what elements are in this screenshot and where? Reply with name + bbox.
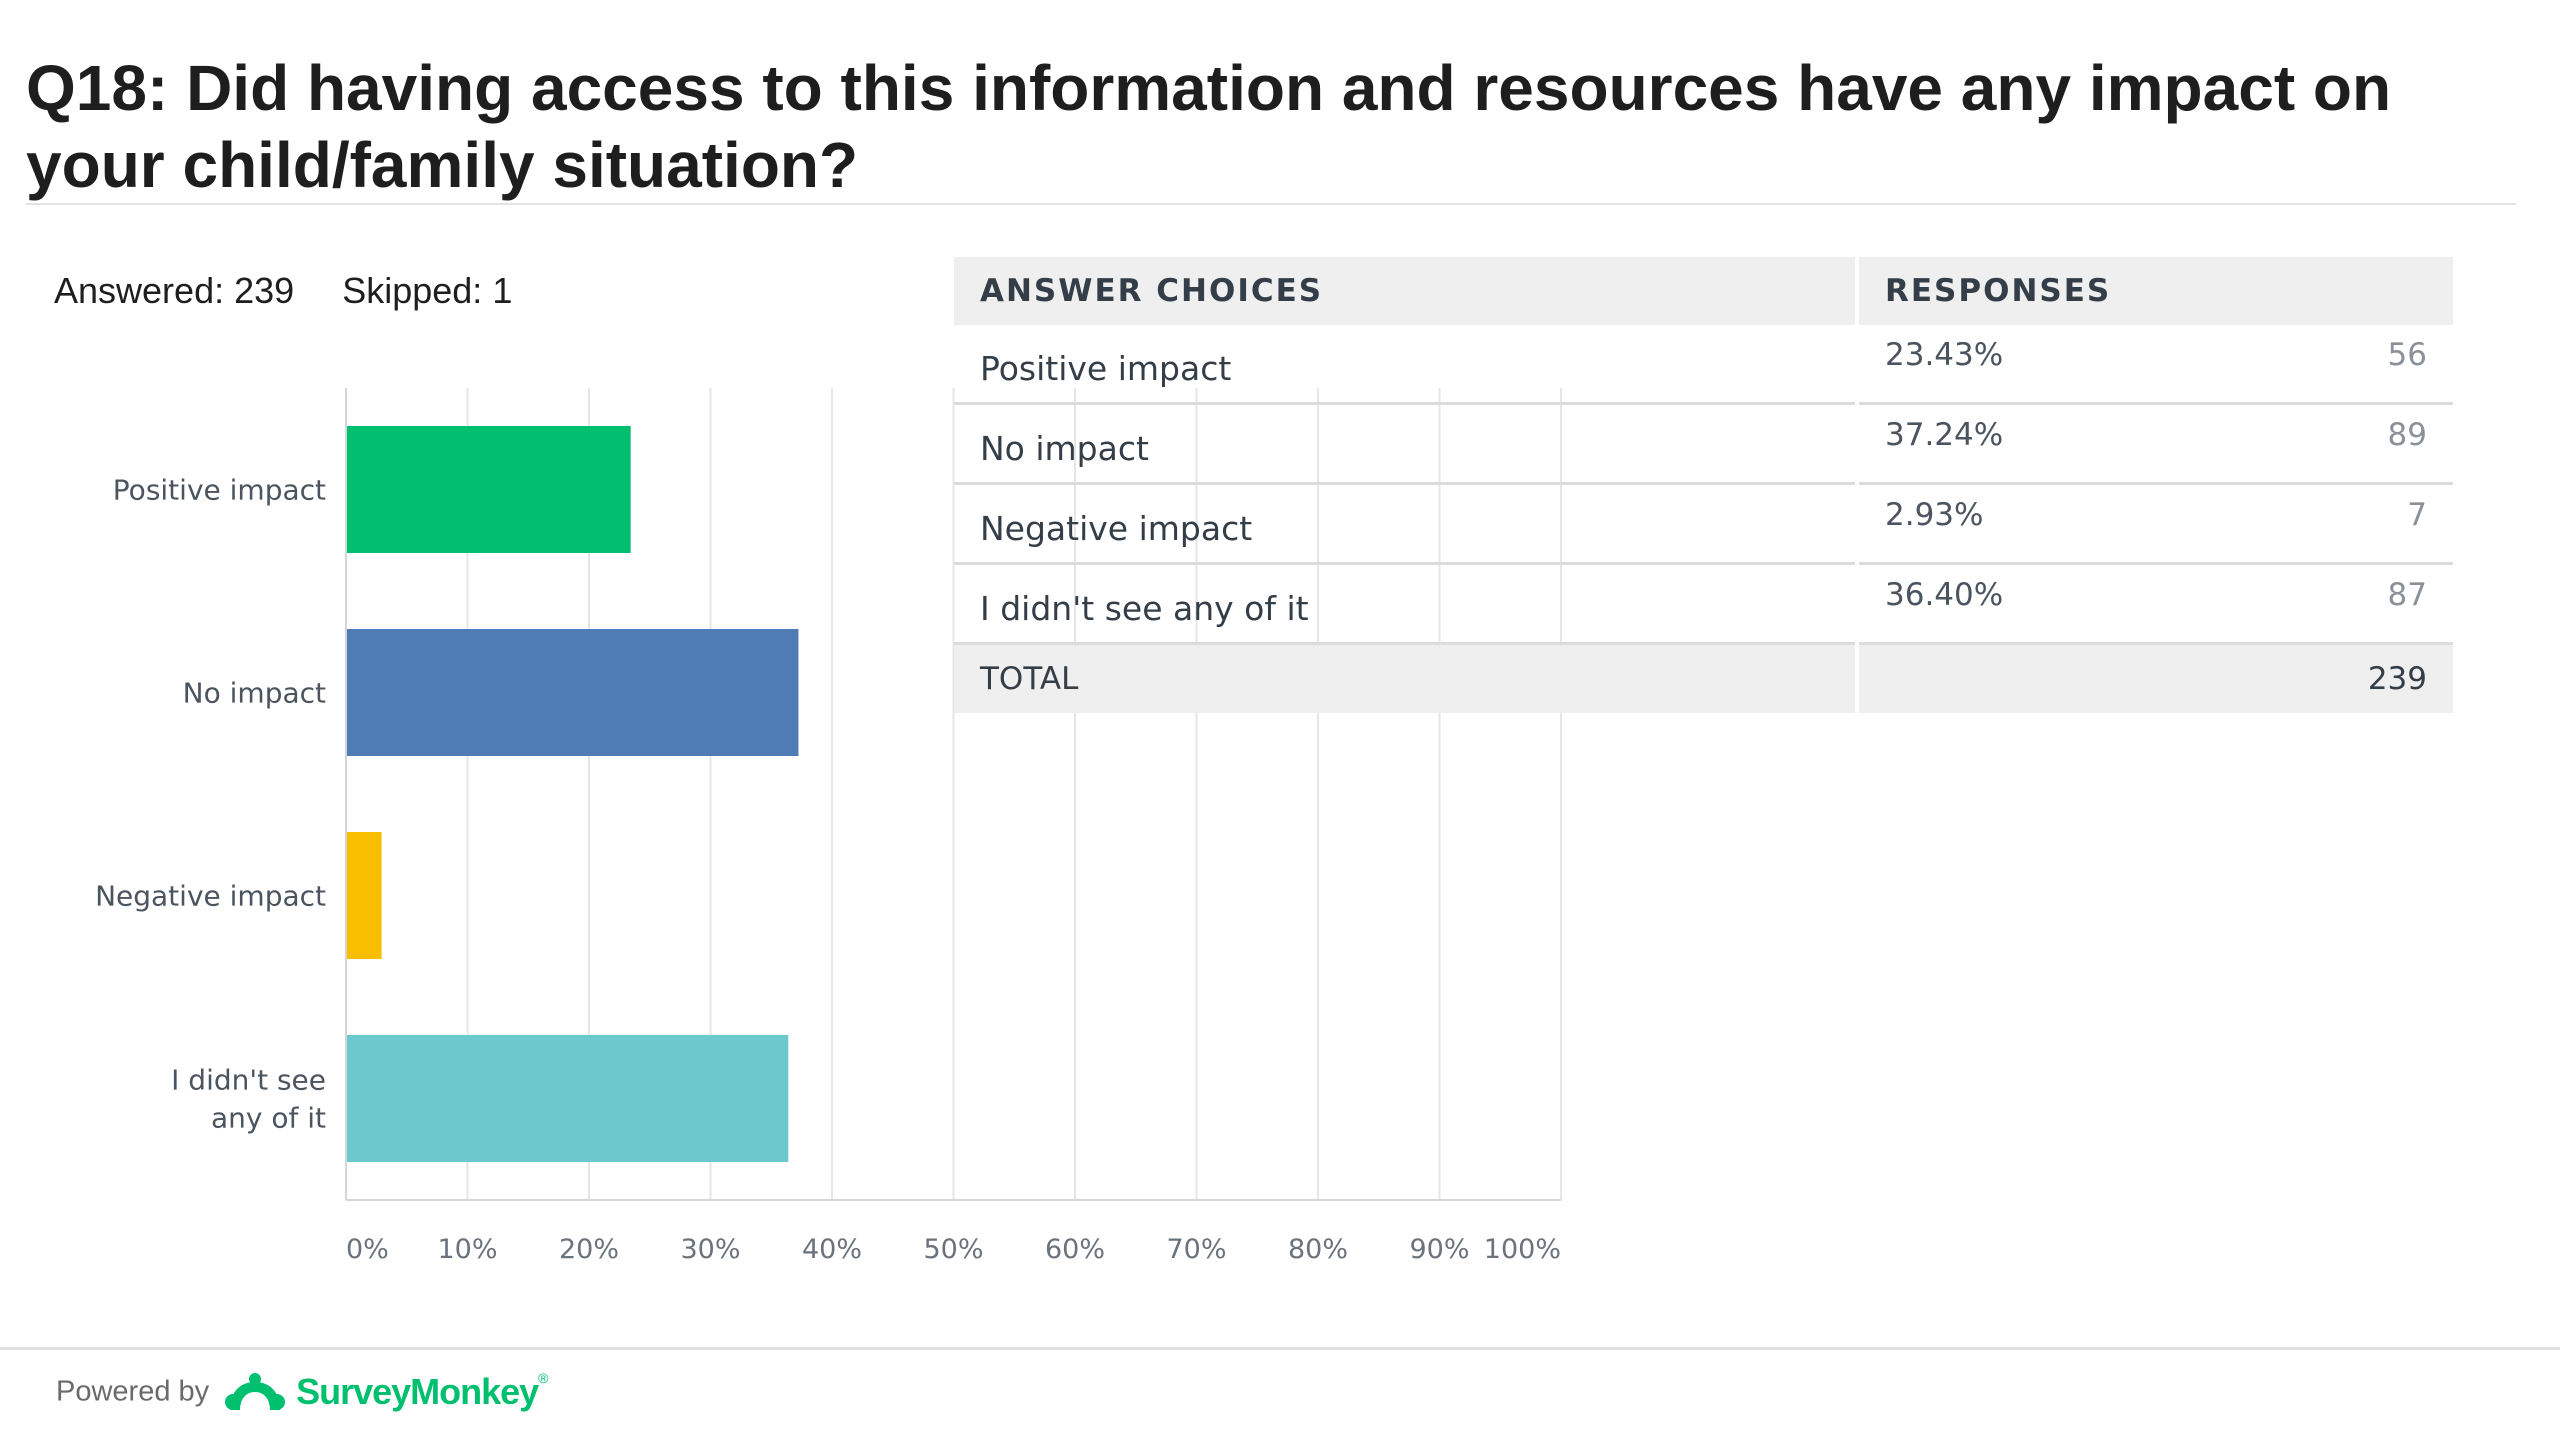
answer-choice: Negative impact	[954, 483, 1857, 565]
skipped-label: Skipped:	[342, 270, 483, 311]
response-summary: Answered: 239 Skipped: 1	[54, 270, 512, 312]
answer-choices-header: ANSWER CHOICES	[954, 257, 1859, 325]
response-cell: 23.43% 56	[1855, 325, 2453, 405]
powered-by-text: Powered by	[56, 1375, 210, 1408]
response-cell: 2.93% 7	[1855, 483, 2453, 565]
bar	[347, 426, 631, 553]
category-label: Negative impact	[95, 880, 326, 913]
answer-choice: I didn't see any of it	[954, 563, 1857, 645]
response-count: 56	[2387, 337, 2427, 373]
answered-count: 239	[234, 270, 295, 311]
category-label: any of it	[211, 1102, 326, 1135]
response-table: ANSWER CHOICES RESPONSES Positive impact…	[954, 257, 2453, 713]
response-cell: 36.40% 87	[1855, 563, 2453, 645]
category-label: No impact	[183, 677, 326, 710]
x-tick-label: 60%	[1045, 1234, 1105, 1265]
x-tick-label: 10%	[437, 1234, 497, 1265]
answered-label: Answered:	[54, 270, 225, 311]
response-percent: 23.43%	[1885, 337, 2004, 373]
x-tick-label: 30%	[680, 1234, 740, 1265]
x-tick-label: 40%	[802, 1234, 862, 1265]
bar	[347, 832, 382, 959]
bar-chart: 0% 10% 20% 30% 40% 50% 60% 70% 80% 90% 100% Positiv…	[95, 388, 1562, 1265]
total-row: TOTAL 239	[954, 643, 2453, 713]
responses-header: RESPONSES	[1857, 257, 2453, 325]
x-tick-label: 0%	[346, 1234, 389, 1265]
category-label: I didn't see	[171, 1064, 326, 1097]
surveymonkey-logo-icon	[224, 1373, 285, 1410]
page-title: Q18: Did having access to this informati…	[26, 52, 2392, 201]
total-cell: 239	[1855, 643, 2453, 713]
response-count: 89	[2387, 417, 2427, 453]
total-count: 239	[2367, 661, 2427, 697]
response-percent: 37.24%	[1885, 417, 2004, 453]
x-tick-label: 20%	[559, 1234, 619, 1265]
table-row: No impact 37.24% 89	[954, 403, 2453, 485]
table-header-row: ANSWER CHOICES RESPONSES	[954, 257, 2453, 325]
category-label: Positive impact	[113, 474, 326, 507]
x-tick-label: 90%	[1409, 1234, 1469, 1265]
response-percent: 2.93%	[1885, 497, 1984, 533]
skipped-count: 1	[492, 270, 513, 311]
x-tick-label: 50%	[923, 1234, 983, 1265]
brand-mark: ®	[538, 1370, 549, 1386]
response-percent: 36.40%	[1885, 577, 2004, 613]
table-row: Positive impact 23.43% 56	[954, 325, 2453, 405]
response-cell: 37.24% 89	[1855, 403, 2453, 485]
x-tick-label: 100%	[1484, 1234, 1561, 1265]
bar	[347, 629, 799, 756]
table-row: Negative impact 2.93% 7	[954, 483, 2453, 565]
response-count: 7	[2407, 497, 2427, 533]
surveymonkey-brand[interactable]: SurveyMonkey	[296, 1371, 539, 1412]
title-divider	[26, 203, 2516, 205]
footer-divider	[0, 1347, 2560, 1350]
answer-choice: Positive impact	[954, 325, 1857, 405]
total-label: TOTAL	[954, 643, 1857, 713]
answer-choice: No impact	[954, 403, 1857, 485]
table-row: I didn't see any of it 36.40% 87	[954, 563, 2453, 645]
response-count: 87	[2387, 577, 2427, 613]
bar	[347, 1035, 789, 1162]
footer: Powered by SurveyMonkey®	[56, 1370, 549, 1430]
x-tick-label: 80%	[1288, 1234, 1348, 1265]
x-tick-label: 70%	[1166, 1234, 1226, 1265]
